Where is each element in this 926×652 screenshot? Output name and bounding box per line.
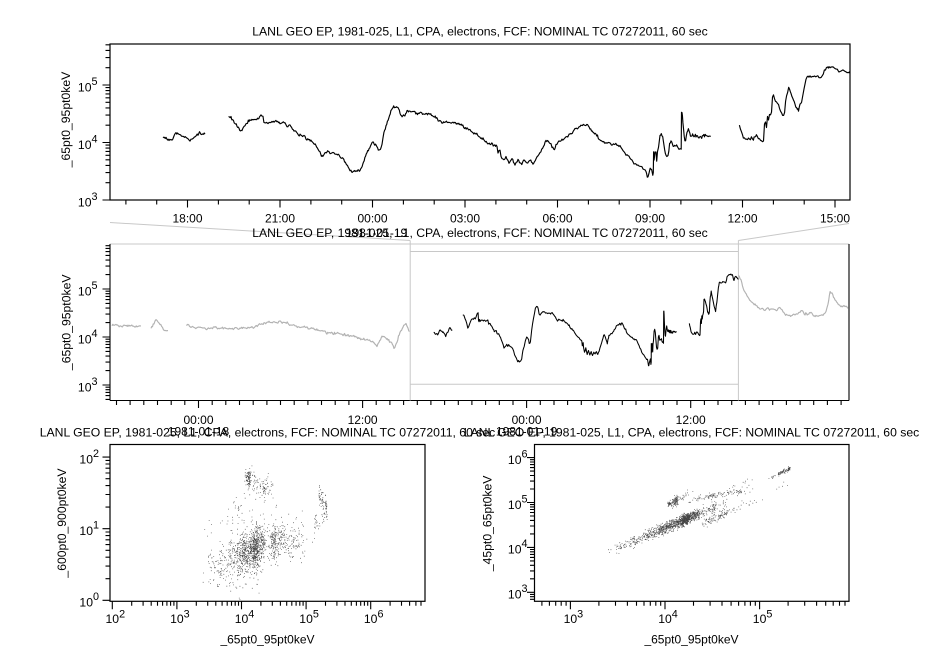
svg-text:LANL GEO EP, 1981-025, L1, CPA: LANL GEO EP, 1981-025, L1, CPA, electron…	[464, 425, 919, 439]
svg-text:LANL GEO EP, 1981-025, L1, CPA: LANL GEO EP, 1981-025, L1, CPA, electron…	[252, 226, 707, 240]
svg-text:12:00: 12:00	[676, 413, 706, 427]
svg-text:1981-01-19: 1981-01-19	[346, 226, 408, 240]
svg-text:_65pt0_95pt0keV: _65pt0_95pt0keV	[643, 633, 738, 647]
svg-text:_65pt0_95pt0keV: _65pt0_95pt0keV	[59, 71, 73, 168]
svg-text:06:00: 06:00	[542, 211, 572, 225]
svg-text:18:00: 18:00	[172, 211, 202, 225]
svg-text:_45pt0_65pt0keV: _45pt0_65pt0keV	[481, 475, 495, 572]
svg-text:12:00: 12:00	[727, 211, 757, 225]
svg-text:1981-01-18: 1981-01-18	[168, 424, 230, 438]
svg-text:_65pt0_95pt0keV: _65pt0_95pt0keV	[219, 633, 314, 647]
svg-text:15:00: 15:00	[820, 211, 850, 225]
svg-text:12:00: 12:00	[348, 413, 378, 427]
svg-text:03:00: 03:00	[450, 211, 480, 225]
svg-text:_600pt0_900pt0keV: _600pt0_900pt0keV	[55, 468, 69, 579]
svg-text:21:00: 21:00	[265, 211, 295, 225]
svg-text:00:00: 00:00	[183, 413, 213, 427]
svg-text:00:00: 00:00	[357, 211, 387, 225]
svg-text:00:00: 00:00	[512, 413, 542, 427]
svg-text:09:00: 09:00	[635, 211, 665, 225]
svg-text:LANL GEO EP, 1981-025, L1, CPA: LANL GEO EP, 1981-025, L1, CPA, electron…	[40, 425, 495, 439]
svg-text:_65pt0_95pt0keV: _65pt0_95pt0keV	[60, 274, 74, 371]
svg-text:1981-01-19: 1981-01-19	[496, 424, 558, 438]
svg-text:LANL GEO EP, 1981-025, L1, CPA: LANL GEO EP, 1981-025, L1, CPA, electron…	[252, 25, 707, 39]
